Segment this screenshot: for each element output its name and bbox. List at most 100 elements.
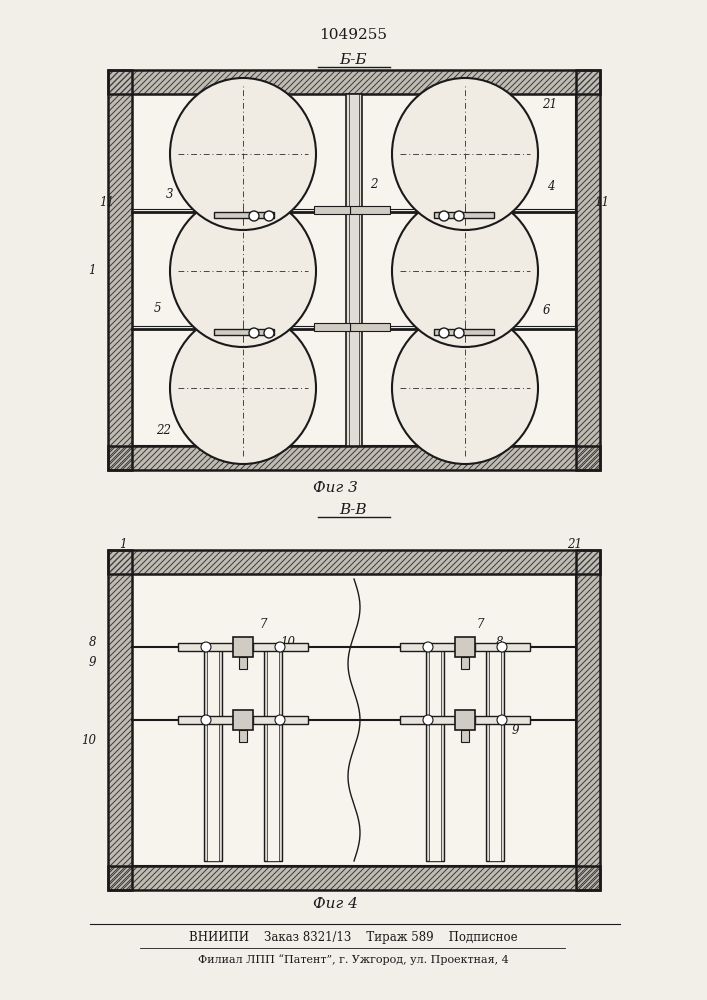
Text: 9: 9 <box>511 724 519 736</box>
Bar <box>434 329 494 335</box>
Ellipse shape <box>170 312 316 464</box>
Bar <box>108 70 132 470</box>
Bar <box>486 723 504 861</box>
Bar <box>429 723 441 861</box>
Bar <box>267 723 279 861</box>
Circle shape <box>439 211 449 221</box>
Bar <box>455 637 475 657</box>
Bar <box>489 723 501 861</box>
Text: 7: 7 <box>477 618 484 632</box>
Bar <box>400 716 455 724</box>
Bar <box>264 723 282 861</box>
Circle shape <box>201 642 211 652</box>
Text: Б-Б: Б-Б <box>339 53 367 67</box>
Text: 6: 6 <box>542 304 550 318</box>
Circle shape <box>497 642 507 652</box>
Bar <box>239 657 247 669</box>
Circle shape <box>201 715 211 725</box>
Bar <box>253 643 308 651</box>
Text: 1: 1 <box>88 263 96 276</box>
Ellipse shape <box>170 195 316 347</box>
Circle shape <box>423 715 433 725</box>
Bar <box>178 643 233 651</box>
Bar <box>475 716 530 724</box>
Bar <box>207 650 219 717</box>
Text: 7: 7 <box>198 192 206 205</box>
Text: 22: 22 <box>156 424 172 438</box>
Circle shape <box>264 211 274 221</box>
Circle shape <box>249 211 259 221</box>
Bar <box>426 650 444 717</box>
Bar <box>108 550 600 574</box>
Bar <box>233 710 253 730</box>
Bar <box>461 657 469 669</box>
Bar <box>429 650 441 717</box>
Circle shape <box>423 642 433 652</box>
Bar <box>267 650 279 717</box>
Bar <box>108 70 600 94</box>
Text: 10: 10 <box>81 734 96 746</box>
Bar <box>400 643 455 651</box>
Bar <box>350 323 390 331</box>
Text: 4: 4 <box>547 180 555 194</box>
Text: 9: 9 <box>88 656 96 668</box>
Circle shape <box>454 328 464 338</box>
Text: 1049255: 1049255 <box>319 28 387 42</box>
Bar <box>576 70 600 470</box>
Ellipse shape <box>170 78 316 230</box>
Bar <box>486 650 504 717</box>
Text: 21: 21 <box>542 99 558 111</box>
Circle shape <box>454 211 464 221</box>
Circle shape <box>264 328 274 338</box>
Text: 8: 8 <box>88 636 96 648</box>
Text: 21: 21 <box>568 538 583 552</box>
Bar <box>233 637 253 657</box>
Bar <box>314 206 350 214</box>
Bar <box>204 723 222 861</box>
Bar <box>434 212 494 218</box>
Ellipse shape <box>392 195 538 347</box>
Text: В-В: В-В <box>339 503 367 517</box>
Bar <box>108 866 600 890</box>
Bar <box>108 866 600 890</box>
Bar <box>576 70 600 470</box>
Text: 7: 7 <box>259 618 267 632</box>
Ellipse shape <box>392 78 538 230</box>
Bar <box>350 206 390 214</box>
Bar <box>178 716 233 724</box>
Bar <box>346 94 362 446</box>
Circle shape <box>249 328 259 338</box>
Bar <box>108 550 132 890</box>
Text: 1: 1 <box>119 538 127 552</box>
Bar <box>207 723 219 861</box>
Bar <box>489 650 501 717</box>
Bar <box>214 329 274 335</box>
Circle shape <box>497 715 507 725</box>
Text: 5: 5 <box>153 302 160 316</box>
Bar <box>108 70 600 94</box>
Ellipse shape <box>392 312 538 464</box>
Text: Фиг 3: Фиг 3 <box>312 481 358 495</box>
Bar <box>108 550 600 574</box>
Bar <box>214 212 274 218</box>
Text: 10: 10 <box>281 636 296 648</box>
Bar <box>108 550 132 890</box>
Bar <box>314 323 350 331</box>
Bar <box>204 650 222 717</box>
Circle shape <box>439 328 449 338</box>
Bar <box>576 550 600 890</box>
Bar <box>132 94 576 446</box>
Bar <box>239 730 247 742</box>
Bar <box>426 723 444 861</box>
Text: Филиал ЛПП “Патент”, г. Ужгород, ул. Проектная, 4: Филиал ЛПП “Патент”, г. Ужгород, ул. Про… <box>198 955 508 965</box>
Text: ВНИИПИ    Заказ 8321/13    Тираж 589    Подписное: ВНИИПИ Заказ 8321/13 Тираж 589 Подписное <box>189 932 518 944</box>
Bar <box>108 446 600 470</box>
Text: 11: 11 <box>594 196 609 209</box>
Text: 2: 2 <box>370 178 378 190</box>
Bar <box>461 730 469 742</box>
Text: 3: 3 <box>166 188 174 200</box>
Bar <box>576 550 600 890</box>
Circle shape <box>275 642 285 652</box>
Bar <box>132 574 576 866</box>
Text: 8: 8 <box>496 636 504 648</box>
